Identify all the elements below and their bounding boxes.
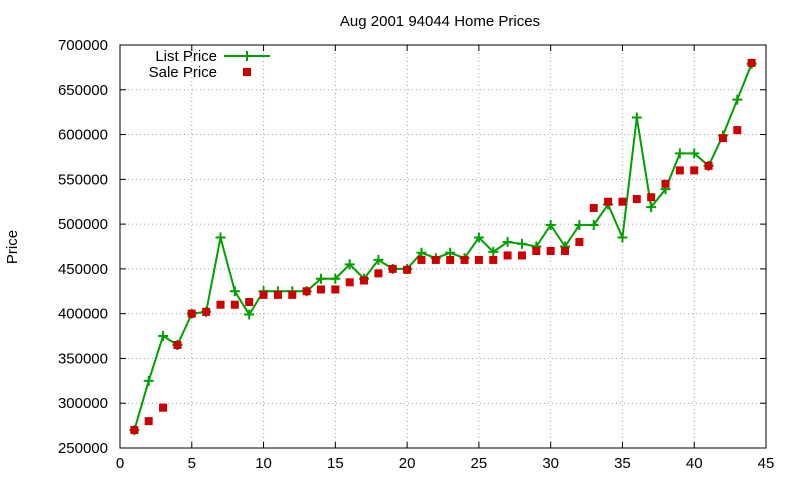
list-price-point (330, 273, 341, 284)
sale-price-point (230, 300, 239, 309)
sale-price-point (718, 134, 727, 143)
y-tick-label: 400000 (58, 306, 108, 323)
sale-price-point (561, 246, 570, 255)
sale-price-point (273, 290, 282, 299)
series-line-list-price (133, 63, 753, 431)
chart-title: Aug 2001 94044 Home Prices (340, 13, 540, 30)
x-tick-label: 10 (255, 455, 272, 472)
sale-price-point (474, 255, 483, 264)
list-price-point (158, 331, 169, 342)
sale-price-point (202, 307, 211, 316)
legend-label-list-price: List Price (155, 48, 217, 65)
list-price-point (502, 237, 513, 248)
sale-price-point (403, 265, 412, 274)
sale-price-point (503, 251, 512, 260)
y-tick-label: 650000 (58, 82, 108, 99)
sale-price-point (159, 403, 168, 412)
list-price-point (674, 148, 685, 159)
list-price-point (732, 94, 743, 105)
list-price-point (574, 220, 585, 231)
sale-price-point (302, 287, 311, 296)
y-axis-label: Price (4, 230, 21, 264)
sale-price-point (589, 203, 598, 212)
list-price-point (229, 286, 240, 297)
x-tick-label: 20 (399, 455, 416, 472)
list-price-point (215, 232, 226, 243)
x-tick-label: 15 (327, 455, 344, 472)
sale-price-point (575, 238, 584, 247)
list-price-point (344, 259, 355, 270)
x-tick-label: 25 (471, 455, 488, 472)
sale-price-point (316, 285, 325, 294)
y-tick-label: 550000 (58, 171, 108, 188)
y-tick-label: 600000 (58, 127, 108, 144)
legend-marker-list-price (242, 51, 252, 61)
list-price-point (588, 220, 599, 231)
sale-price-point (704, 161, 713, 170)
sale-price-point (647, 193, 656, 202)
sale-price-point (604, 197, 613, 206)
list-price-point (689, 148, 700, 159)
y-tick-label: 700000 (58, 37, 108, 54)
sale-price-point (130, 426, 139, 435)
y-tick-label: 450000 (58, 261, 108, 278)
sale-price-point (245, 298, 254, 307)
sale-price-point (345, 278, 354, 287)
sale-price-point (374, 269, 383, 278)
sale-price-point (747, 58, 756, 67)
sale-price-point (187, 309, 196, 318)
y-tick-label: 250000 (58, 440, 108, 457)
list-price-point (488, 246, 499, 257)
list-price-point (143, 375, 154, 386)
list-price-point (617, 232, 628, 243)
x-tick-label: 45 (758, 455, 775, 472)
y-tick-label: 300000 (58, 395, 108, 412)
sale-price-point (632, 195, 641, 204)
sale-price-point (144, 417, 153, 426)
sale-price-point (446, 255, 455, 264)
axes: 0 5 10 15 20 25 30 35 40 45 250000 300000 350000 4000… (58, 37, 774, 472)
x-tick-label: 40 (686, 455, 703, 472)
sale-price-point (288, 290, 297, 299)
x-tick-label: 5 (188, 455, 196, 472)
sale-price-point (517, 251, 526, 260)
sale-price-point (417, 255, 426, 264)
sale-price-point (690, 166, 699, 175)
plot-border (119, 44, 767, 449)
sale-price-point (259, 290, 268, 299)
sale-price-point (216, 300, 225, 309)
x-tick-label: 0 (116, 455, 124, 472)
sale-price-point (388, 264, 397, 273)
sale-price-point (532, 246, 541, 255)
list-price-point (373, 254, 384, 265)
sale-price-point (675, 166, 684, 175)
list-price-point (244, 309, 255, 320)
list-price-point (315, 273, 326, 284)
list-price-point (631, 112, 642, 123)
list-price-point (473, 232, 484, 243)
x-tick-label: 35 (614, 455, 631, 472)
legend-label-sale-price: Sale Price (149, 64, 217, 81)
sale-price-point (546, 246, 555, 255)
sale-price-point (360, 276, 369, 285)
sale-price-point (618, 197, 627, 206)
list-price-point (545, 220, 556, 231)
y-tick-label: 500000 (58, 216, 108, 233)
sale-price-point (173, 341, 182, 350)
sale-price-point (733, 126, 742, 135)
legend-marker-sale-price (243, 68, 251, 76)
sale-price-point (331, 285, 340, 294)
x-tick-label: 30 (542, 455, 559, 472)
list-price-point (516, 238, 527, 249)
y-tick-label: 350000 (58, 350, 108, 367)
sale-price-point (489, 255, 498, 264)
sale-price-point (460, 255, 469, 264)
sale-price-point (431, 255, 440, 264)
sale-price-point (661, 179, 670, 188)
series-layer (129, 58, 757, 436)
list-price-point (646, 202, 657, 213)
